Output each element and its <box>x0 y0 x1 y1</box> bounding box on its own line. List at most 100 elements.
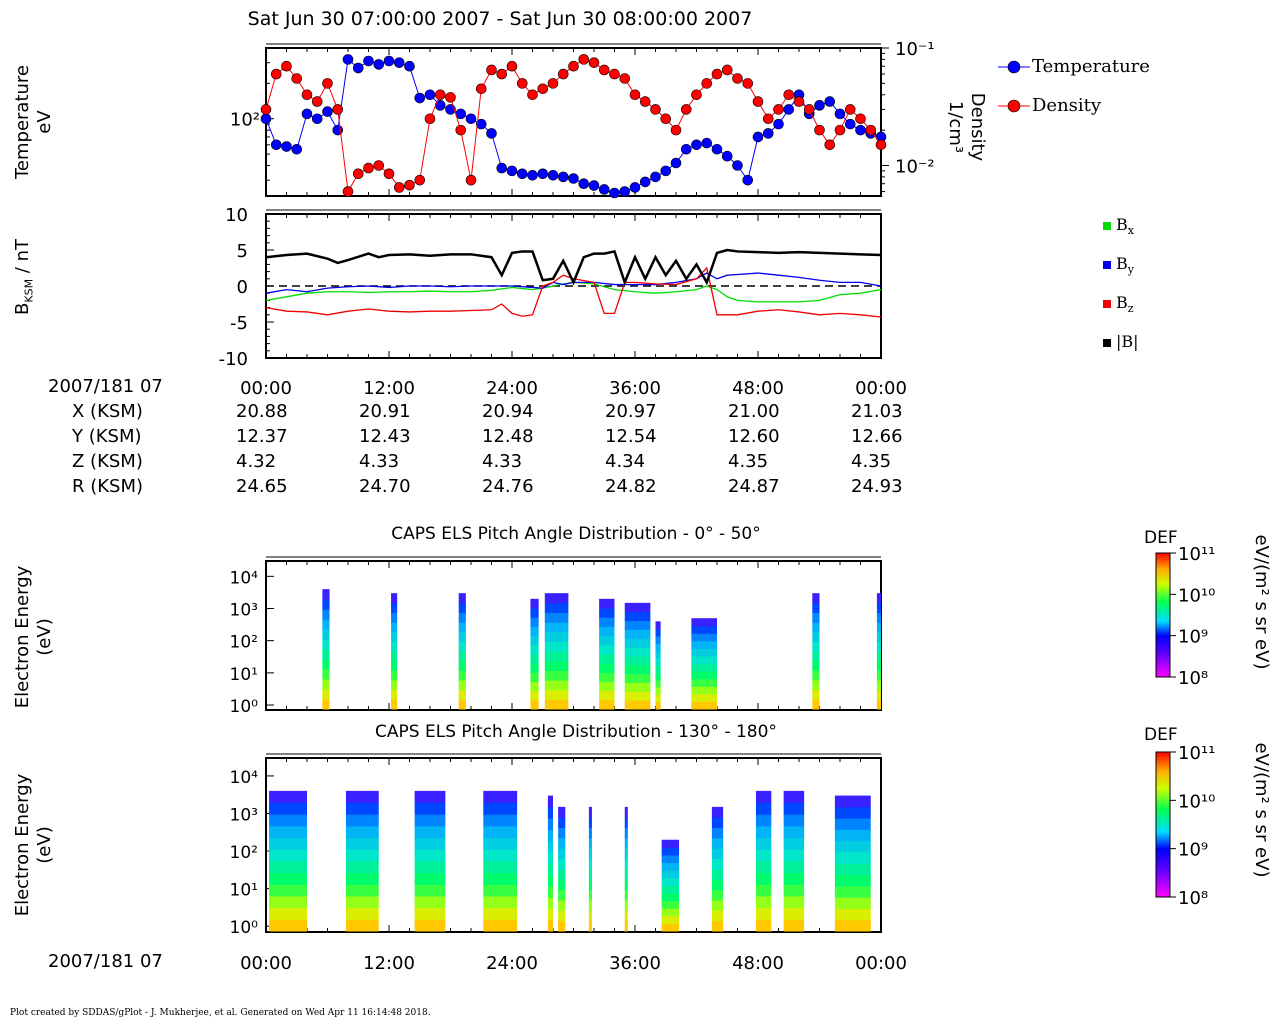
data-point-density <box>578 54 590 65</box>
pad-high-energy-band <box>588 827 592 839</box>
pad-high-energy-band <box>547 829 553 842</box>
pad-low-energy-band <box>544 612 569 623</box>
pad-low-energy-band <box>458 651 466 662</box>
ephem-value: 20.88 <box>236 401 288 422</box>
pad-low-energy-band <box>655 679 661 688</box>
data-point-temperature <box>783 104 795 115</box>
pad-low-energy-band <box>322 649 330 660</box>
data-point-temperature <box>373 59 385 70</box>
pad-low-energy-band <box>691 618 717 627</box>
pad-high-energy-band <box>783 919 805 932</box>
pad-high-energy-band <box>624 910 628 922</box>
pad-high-colorbar-tick-label: 10⁹ <box>1178 840 1208 861</box>
pad-high-energy-band <box>558 827 566 839</box>
data-point-density <box>844 104 856 115</box>
time-axis-label-top: 2007/181 07 <box>48 376 163 397</box>
data-point-temperature <box>619 186 631 197</box>
data-point-temperature <box>844 118 856 130</box>
pad-low-energy-band <box>530 626 539 637</box>
pad-high-energy-band <box>624 817 628 829</box>
pad-low-energy-band <box>876 651 881 662</box>
pad-high-energy-band <box>483 872 518 885</box>
pad-low-energy-band <box>391 593 398 604</box>
pad-high-energy-band <box>711 868 724 880</box>
pad-high-energy-band <box>547 863 553 876</box>
ephem-value: 20.91 <box>359 401 411 422</box>
data-point-temperature <box>578 178 590 189</box>
data-point-temperature <box>404 60 415 72</box>
pad-high-spectrogram-block <box>624 806 628 932</box>
data-point-density <box>814 124 825 136</box>
data-point-density <box>455 124 467 136</box>
pad-low-energy-band <box>544 689 569 700</box>
pad-high-energy-band <box>547 919 553 932</box>
pad-high-energy-band <box>269 872 307 885</box>
ephem-value: 24.82 <box>605 476 657 497</box>
pad-low-energy-band <box>544 641 569 652</box>
pad-low-energy-band <box>599 644 615 655</box>
pad-high-energy-band <box>711 889 724 901</box>
pad-low-energy-band <box>624 638 651 648</box>
data-point-temperature <box>598 184 610 195</box>
time-tick-label: 00:00 <box>240 953 292 974</box>
pad-low-energy-band <box>691 701 717 710</box>
pad-high-energy-band <box>624 848 628 860</box>
bfield-tick-label: 0 <box>237 277 248 298</box>
ephem-label-x: X (KSM) <box>72 401 143 422</box>
pad-low-energy-band <box>876 689 881 700</box>
pad-high-spectrogram-block <box>547 795 553 932</box>
pad-high-energy-band <box>624 879 628 891</box>
data-point-temperature <box>383 55 395 67</box>
pad-low-energy-band <box>458 641 466 652</box>
pad-high-energy-band <box>414 790 446 804</box>
ephem-value: 20.97 <box>605 401 657 422</box>
pad-low-energy-band <box>624 673 651 683</box>
pad-high-energy-band <box>269 802 307 815</box>
pad-low-energy-band <box>599 653 615 664</box>
pad-high-energy-band <box>547 851 553 864</box>
pad-high-energy-band <box>783 872 805 885</box>
data-point-density <box>732 73 743 84</box>
pad-low-energy-band <box>391 622 398 633</box>
pad-high-energy-band <box>755 884 772 897</box>
pad-high-energy-band <box>558 879 566 891</box>
pad-low-energy-band <box>599 617 615 627</box>
pad-high-energy-band <box>558 848 566 860</box>
pad-high-energy-band <box>588 920 592 932</box>
pad-high-energy-band <box>345 872 379 885</box>
data-point-temperature <box>424 89 436 101</box>
pad-high-energy-band <box>414 814 446 827</box>
pad-high-energy-band <box>711 827 724 839</box>
pad-low-energy-band <box>544 651 569 662</box>
bfield-tick-label: 5 <box>237 241 248 262</box>
pad-low-colorbar-tick-label: 10⁸ <box>1178 668 1208 689</box>
pad-low-energy-band <box>624 664 651 675</box>
pad-low-energy-band <box>691 648 717 657</box>
data-point-density <box>742 78 754 89</box>
data-point-temperature <box>855 124 866 136</box>
pad-low-energy-band <box>812 612 820 623</box>
pad-high-energy-band <box>588 899 592 911</box>
pad-high-energy-band <box>483 802 518 815</box>
data-point-density <box>352 168 364 180</box>
data-point-density <box>281 60 292 72</box>
colorbar-low-label: DEF <box>1144 528 1178 548</box>
density-axis-label: Density 1/cm³ <box>945 92 988 162</box>
ephem-value: 24.93 <box>851 476 903 497</box>
bfield-tick-label: 10 <box>225 205 248 226</box>
pad-low-energy-band <box>624 691 651 701</box>
pad-low-spectrogram-block <box>599 598 615 710</box>
pad-high-energy-band <box>483 825 518 839</box>
pad-low-energy-band <box>458 670 466 681</box>
pad-low-energy-band <box>322 599 330 610</box>
data-point-temperature <box>311 113 323 125</box>
data-point-temperature <box>732 160 743 171</box>
pad-high-energy-band <box>661 885 680 894</box>
data-point-temperature <box>516 168 528 180</box>
data-point-density <box>680 104 692 115</box>
pad-high-energy-band <box>834 795 871 808</box>
pad-high-energy-band <box>547 874 553 887</box>
data-point-density <box>711 68 723 80</box>
pad-high-energy-band <box>755 814 772 827</box>
pad-high-energy-band <box>783 814 805 827</box>
